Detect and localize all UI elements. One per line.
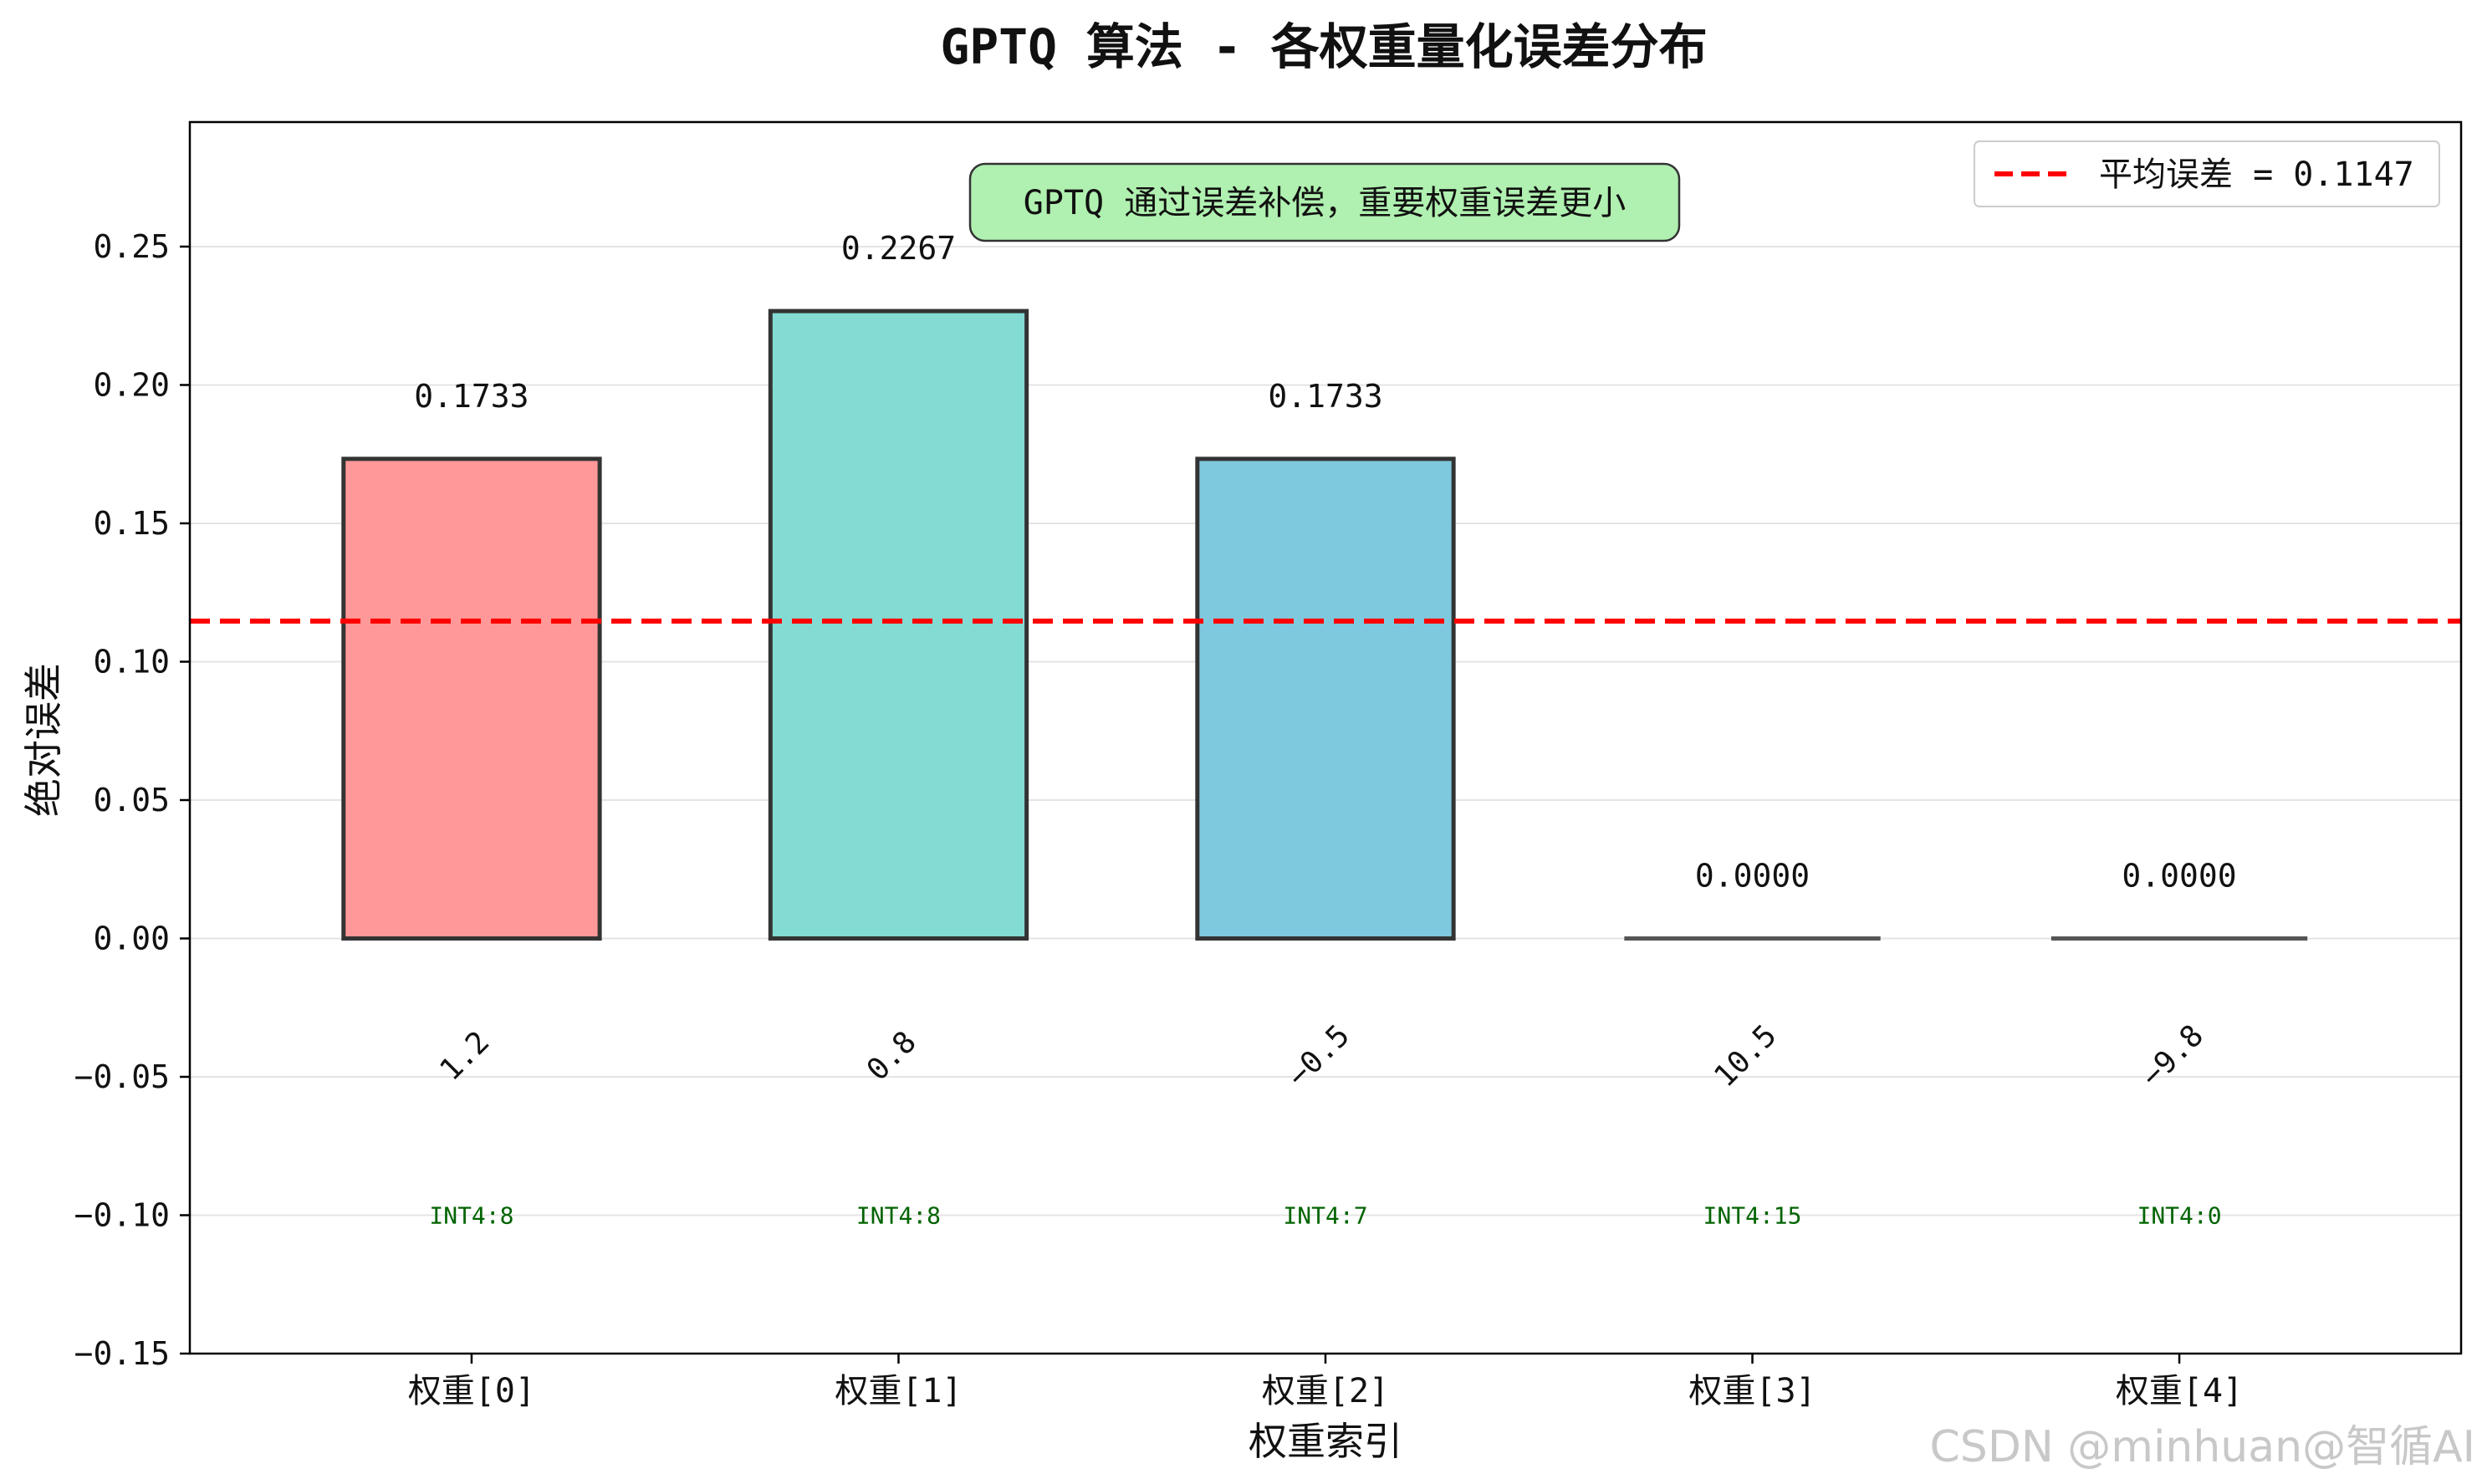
y-tick-label: 0.15	[93, 505, 170, 542]
int4-label: INT4:7	[1283, 1201, 1367, 1229]
original-value-label: −9.8	[2135, 1018, 2210, 1094]
x-tick-label: 权重[1]	[835, 1372, 962, 1410]
x-axis-label: 权重索引	[1249, 1419, 1402, 1464]
y-tick-label: −0.15	[74, 1335, 170, 1372]
int4-label: INT4:8	[429, 1201, 513, 1229]
legend: 平均误差 = 0.1147	[1974, 140, 2440, 207]
value-label: 0.1733	[414, 378, 529, 415]
y-tick-label: 0.25	[93, 228, 170, 265]
int4-label: INT4:0	[2137, 1201, 2221, 1229]
watermark: CSDN @minhuan@智循AI	[1929, 1422, 2476, 1472]
annotation-text: GPTQ 通过误差补偿，重要权重误差更小	[1024, 184, 1626, 222]
y-axis: −0.15 −0.10 −0.05 0.00 0.05 0.10 0.15 0.20 0.25	[74, 228, 190, 1372]
original-value-label: 1.2	[433, 1025, 496, 1088]
y-tick-label: −0.10	[74, 1196, 170, 1233]
int4-label: INT4:15	[1703, 1201, 1802, 1229]
value-label: 0.1733	[1268, 378, 1382, 415]
y-tick-label: −0.05	[74, 1058, 170, 1095]
value-label: 0.0000	[1695, 857, 1810, 894]
original-value-label: −0.5	[1281, 1018, 1356, 1094]
bar	[768, 309, 1029, 941]
original-value-label: 10.5	[1708, 1018, 1783, 1094]
legend-label: 平均误差 = 0.1147	[2099, 156, 2414, 194]
x-tick-label: 权重[3]	[1688, 1372, 1816, 1410]
y-tick-label: 0.05	[93, 782, 170, 818]
original-value-label: 0.8	[861, 1025, 923, 1088]
bar	[1195, 456, 1456, 941]
bars	[341, 309, 2308, 941]
x-tick-label: 权重[0]	[408, 1372, 535, 1410]
annotation-box: GPTQ 通过误差补偿，重要权重误差更小	[968, 162, 1681, 242]
y-axis-label: 绝对误差	[21, 663, 66, 817]
x-tick-label: 权重[4]	[2116, 1372, 2243, 1410]
y-tick-label: 0.20	[93, 366, 170, 403]
y-tick-label: 0.10	[93, 643, 170, 680]
value-label: 0.0000	[2122, 857, 2236, 894]
y-tick-label: 0.00	[93, 920, 170, 956]
int4-label: INT4:8	[856, 1201, 941, 1229]
chart-title: GPTQ 算法 - 各权重量化误差分布	[940, 18, 1707, 75]
x-tick-label: 权重[2]	[1262, 1372, 1389, 1410]
value-label: 0.2267	[841, 230, 956, 267]
bar	[341, 456, 602, 941]
x-axis: 权重[0] 权重[1] 权重[2] 权重[3] 权重[4]	[408, 1354, 2243, 1410]
